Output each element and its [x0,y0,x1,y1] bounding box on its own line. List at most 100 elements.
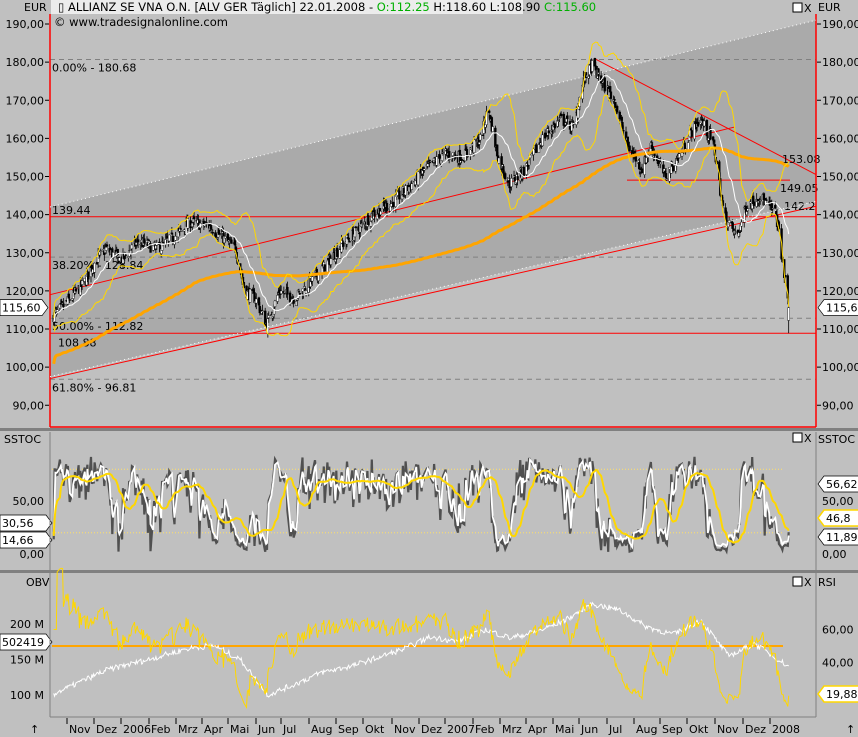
candle-body [323,264,326,272]
sstoc-panel[interactable]: SSTOC SSTOC X 50,00 50,00 0,00 0,00 30,56 14,66 5… [0,432,858,561]
y-tick-label-left: 50,00 [13,495,45,508]
trend-line[interactable] [593,57,817,176]
panel-divider[interactable] [0,428,858,431]
candle-body [279,290,283,294]
candle-body [447,151,451,159]
annotation-label: 142.2 [784,200,816,213]
candle-body [112,252,115,258]
candle-body [152,244,155,251]
y-tick-label-right: 90,00 [822,399,854,412]
y-tick-label-left: 200 M [10,618,44,631]
candle-body [348,241,351,243]
trend-line[interactable] [49,205,817,380]
candle-body [591,60,594,72]
x-icon[interactable]: X [804,576,812,589]
candle-body [774,205,777,209]
fibonacci-label: 50.00% - 112.82 [52,320,143,333]
x-tick-label: Mrz [178,723,198,736]
candle-body [426,163,430,167]
x-icon[interactable]: X [804,2,812,15]
candle-body [665,178,669,181]
price-panel[interactable]: 0.00% - 180.68 38.20% - 128.84 50.00% - 11… [0,2,858,428]
y-tick-label-left: 190,00 [6,18,45,31]
x-tick-label: Okt [365,723,385,736]
y-tick-label-left: 0,00 [20,548,45,561]
candle-body [116,248,119,256]
candle-body [640,168,644,174]
candle-body [311,276,314,282]
candle-body [664,173,668,179]
candle-body [67,293,70,299]
arrow-up-icon[interactable]: ↑ [30,723,39,736]
x-tick-label: Jul [282,723,296,736]
y-tick-label-right: 190,00 [822,18,858,31]
candle-body [286,286,289,295]
candle-body [759,199,762,201]
candle-body [404,185,407,196]
stoch-value-label-right-tag [817,509,858,527]
candle-body [423,168,426,171]
candle-body [74,288,78,292]
candle-body [441,151,445,154]
candle-body [68,299,71,301]
obv-rsi-panel[interactable]: OBV RSI X 200 M 150 M 100 M 60,00 40,00 502419 19… [0,567,858,710]
stoch-value-label-right-tag [817,528,858,546]
candle-body [304,290,308,294]
square-icon[interactable] [792,432,803,443]
moving-average-short [53,75,790,322]
square-icon[interactable] [792,576,803,587]
last-price-label-right-tag [817,299,858,316]
x-icon[interactable]: X [804,432,812,445]
candle-body [298,293,302,295]
candle-body [497,157,501,164]
arrow-up-icon[interactable]: ↑ [846,723,855,736]
square-icon[interactable] [792,2,803,13]
candle-body [223,236,227,239]
candle-body [87,271,90,280]
candle-body [487,110,491,113]
y-tick-label-right: 120,00 [822,285,858,298]
candle-body [105,244,109,247]
panel-divider[interactable] [0,570,858,573]
candle-body [261,310,264,313]
candle-body [230,239,233,244]
candle-body [369,221,373,227]
x-tick-label: Feb [475,723,494,736]
stoch-value-label-right-tag [817,475,858,493]
candle-body [161,241,165,244]
x-tick-label: Apr [204,723,224,736]
candle-body [535,144,538,153]
last-price-label-left-tag [0,299,49,316]
candle-body [136,239,140,243]
obv-value-label: 502419 [2,636,44,649]
candle-body [553,123,557,129]
candle-body [500,156,503,171]
x-tick-label: Okt [689,723,709,736]
candle-body [186,218,190,229]
candle-body [385,202,389,211]
x-tick-label: Jun [580,723,598,736]
stoch-value-label-right: 56,62 [826,478,858,491]
candle-body [622,130,625,132]
candle-body [248,288,252,303]
candle-body [690,130,693,137]
x-tick-label: Nov [394,723,416,736]
candle-body [211,232,214,234]
x-tick-label: Jun [257,723,275,736]
y-tick-label-right: 170,00 [822,94,858,107]
candle-body [398,190,401,200]
candle-body [373,209,376,217]
rsi-line [53,567,790,710]
obv-line [53,601,790,698]
annotation-label: 153.08 [782,153,821,166]
candle-body [628,145,631,152]
x-tick-label: Dez [745,723,766,736]
candle-body [335,247,339,257]
panel-title-left: SSTOC [4,433,41,446]
candle-body [149,243,152,253]
last-price-label-right: 115,60 [826,302,858,315]
candle-body [197,219,200,221]
candle-body [703,120,706,127]
rsi-value-label-tag [817,685,858,703]
